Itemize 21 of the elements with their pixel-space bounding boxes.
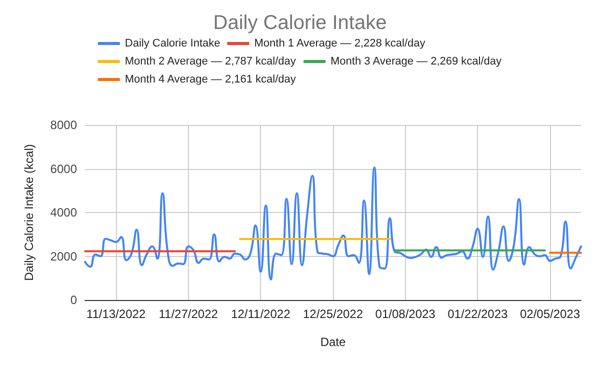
x-tick-label: 01/08/2023 <box>375 307 436 321</box>
x-tick-label: 11/13/2022 <box>86 307 146 321</box>
y-tick-label: 2000 <box>50 249 78 264</box>
y-tick-label: 8000 <box>50 118 78 132</box>
x-tick-label: 11/27/2022 <box>158 307 218 321</box>
legend-label: Month 3 Average — 2,269 kcal/day <box>330 56 502 68</box>
legend-label: Month 1 Average — 2,228 kcal/day <box>254 38 426 50</box>
x-axis-title: Date <box>320 335 346 349</box>
y-tick-label: 6000 <box>50 162 78 176</box>
y-tick-label: 0 <box>70 293 78 307</box>
x-tick-label: 12/11/2022 <box>231 307 291 321</box>
x-tick-label: 02/05/2023 <box>520 307 580 321</box>
x-tick-label: 01/22/2023 <box>448 307 508 321</box>
x-tick-label: 12/25/2022 <box>302 307 364 321</box>
chart-title: Daily Calorie Intake <box>213 12 387 34</box>
legend-label: Month 4 Average — 2,161 kcal/day <box>124 74 296 86</box>
line-series <box>84 166 582 280</box>
y-tick-label: 4000 <box>50 206 78 220</box>
legend-label: Daily Calorie Intake <box>124 38 220 50</box>
legend-label: Month 2 Average — 2,787 kcal/day <box>124 56 296 68</box>
y-axis-title: Daily Calorie Intake (kcal) <box>22 144 36 281</box>
